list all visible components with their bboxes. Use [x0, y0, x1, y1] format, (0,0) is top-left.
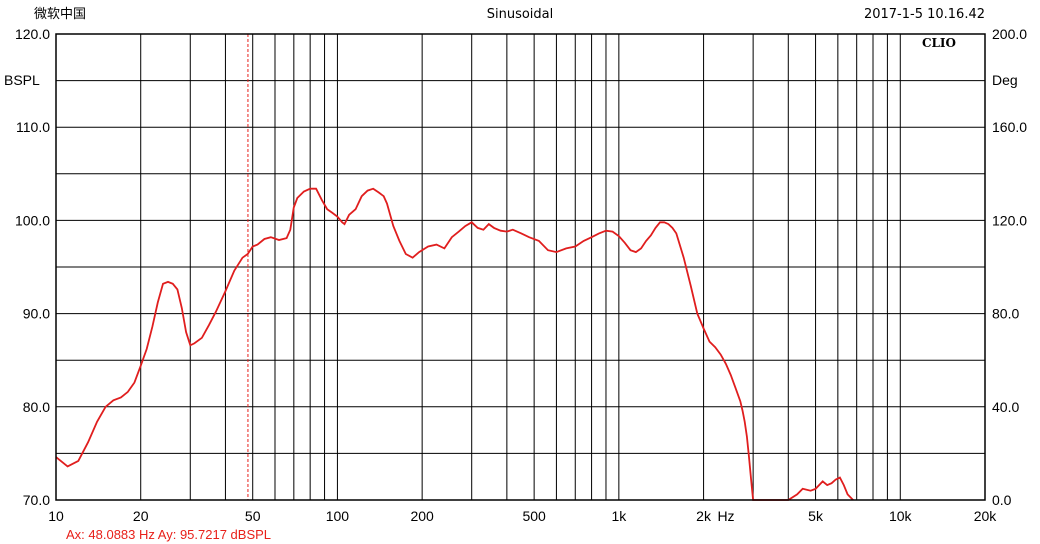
- x-tick-label: 200: [410, 508, 434, 524]
- x-tick-label: 5k: [808, 508, 824, 524]
- x-axis-unit-label: Hz: [717, 508, 734, 524]
- timestamp: 2017-1-5 10.16.42: [864, 7, 985, 22]
- clio-brand-label: CLIO: [922, 36, 956, 50]
- vertical-gridlines: [140, 34, 901, 500]
- y-tick-label: 110.0: [16, 119, 50, 135]
- x-tick-label: 20k: [974, 508, 998, 524]
- y2-tick-label: 200.0: [992, 26, 1027, 42]
- plot-frame: [55, 33, 986, 501]
- x-tick-label: 50: [245, 508, 261, 524]
- y2-tick-label: 160.0: [992, 119, 1027, 135]
- horizontal-gridlines: [56, 33, 985, 501]
- right-axis-ticks: 0.0 40.0 80.0 120.0 160.0 200.0: [992, 26, 1027, 508]
- cursor-readout: Ax: 48.0883 Hz Ay: 95.7217 dBSPL: [66, 527, 271, 542]
- x-axis-ticks: 10 20 50 100 200 500 1k 2k 5k 10k 20k: [48, 508, 997, 524]
- y2-tick-label: 120.0: [992, 212, 1027, 228]
- x-tick-label: 10: [48, 508, 64, 524]
- y2-tick-label: 40.0: [992, 399, 1019, 415]
- x-tick-label: 20: [133, 508, 149, 524]
- y-tick-label: 70.0: [23, 492, 50, 508]
- x-tick-label: 10k: [889, 508, 913, 524]
- x-tick-label: 1k: [611, 508, 627, 524]
- spl-curve: [55, 187, 854, 501]
- y-axis-label: BSPL: [4, 72, 40, 88]
- y-tick-label: 100.0: [15, 212, 50, 228]
- x-tick-label: 2k: [696, 508, 712, 524]
- y2-tick-label: 0.0: [992, 492, 1012, 508]
- x-tick-label: 100: [326, 508, 350, 524]
- y-tick-label: 90.0: [23, 306, 50, 322]
- x-tick-label: 500: [522, 508, 546, 524]
- y2-tick-label: 80.0: [992, 306, 1019, 322]
- y-tick-label: 120.0: [15, 26, 50, 42]
- y-tick-label: 80.0: [23, 399, 50, 415]
- header-left-label: 微软中国: [34, 7, 86, 22]
- y2-axis-label: Deg: [992, 72, 1018, 88]
- chart-title: Sinusoidal: [487, 7, 554, 22]
- left-axis-ticks: 70.0 80.0 90.0 100.0 110.0 120.0: [15, 26, 50, 508]
